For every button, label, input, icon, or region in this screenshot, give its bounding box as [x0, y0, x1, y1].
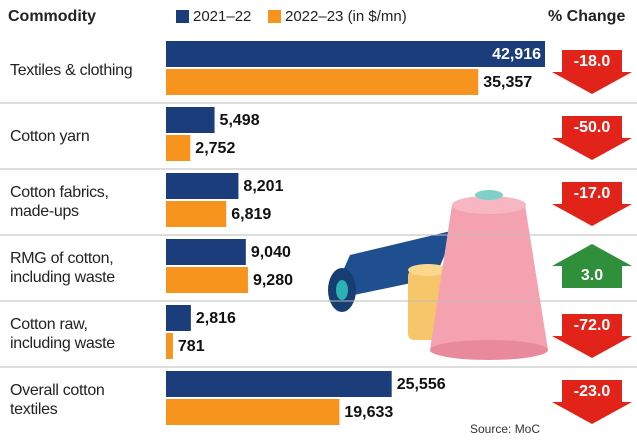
value-label: 35,357: [483, 74, 532, 91]
value-label: 5,498: [220, 112, 260, 129]
bar: [166, 135, 190, 161]
legend-label: 2021–22: [193, 8, 251, 25]
bar: [166, 399, 339, 425]
bar: [166, 305, 191, 331]
category-header: Commodity: [8, 8, 96, 25]
bar: [166, 239, 246, 265]
bar: [166, 41, 545, 67]
category-label: Cotton raw, including waste: [10, 315, 160, 353]
category-label: Overall cotton textiles: [10, 381, 160, 419]
value-label: 42,916: [492, 46, 541, 63]
category-label: Cotton yarn: [10, 127, 160, 146]
bar: [166, 173, 238, 199]
value-label: 781: [178, 338, 205, 355]
category-label: RMG of cotton, including waste: [10, 249, 160, 287]
bar: [166, 371, 392, 397]
value-label: 2,752: [195, 140, 235, 157]
change-label: -18.0: [574, 53, 611, 70]
change-label: -23.0: [574, 383, 611, 400]
value-label: 19,633: [344, 404, 393, 421]
source: Source: MoC: [470, 422, 540, 436]
change-label: 3.0: [581, 267, 603, 284]
bar: [166, 267, 248, 293]
legend-swatch: [176, 10, 189, 23]
category-label: Textiles & clothing: [10, 61, 160, 80]
value-label: 9,040: [251, 244, 291, 261]
change-label: -17.0: [574, 185, 611, 202]
change-header: % Change: [548, 8, 625, 25]
value-label: 9,280: [253, 272, 293, 289]
value-label: 8,201: [243, 178, 283, 195]
bar: [166, 107, 215, 133]
spools: [328, 190, 548, 360]
category-label: Cotton fabrics, made-ups: [10, 183, 160, 221]
chart: Commodity % Change Source: MoC 2021–22 20…: [0, 0, 637, 441]
bar: [166, 333, 173, 359]
change-label: -72.0: [574, 317, 611, 334]
value-label: 6,819: [231, 206, 271, 223]
change-label: -50.0: [574, 119, 611, 136]
bar: [166, 69, 478, 95]
legend-label: 2022–23 (in $/mn): [285, 8, 407, 25]
value-label: 25,556: [397, 376, 446, 393]
bar: [166, 201, 226, 227]
legend-swatch: [268, 10, 281, 23]
value-label: 2,816: [196, 310, 236, 327]
